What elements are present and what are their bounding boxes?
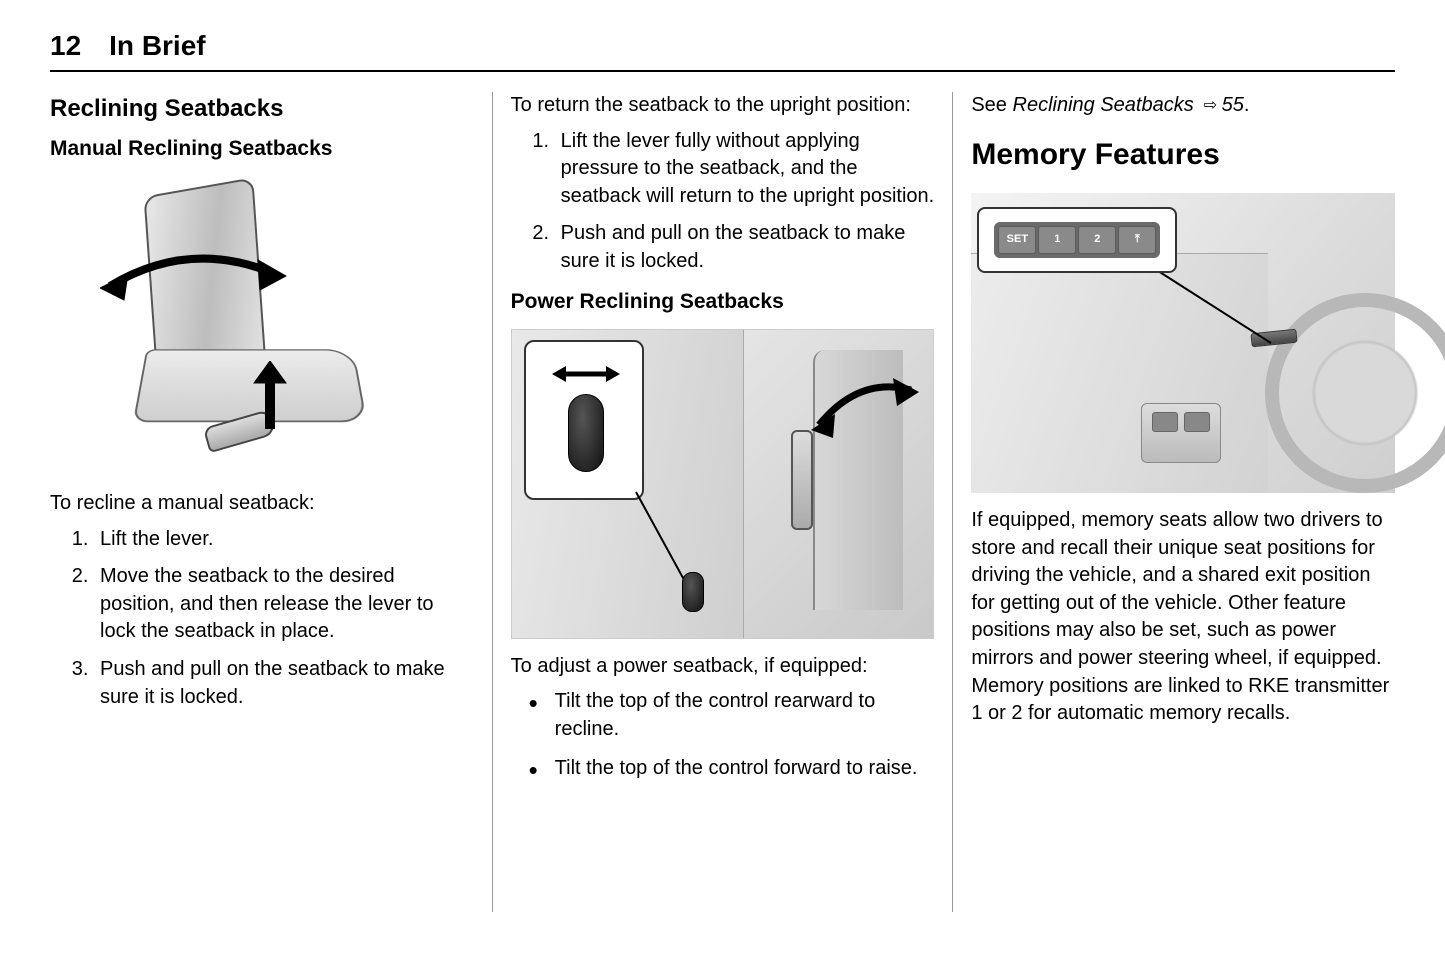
window-switches-shape — [1141, 403, 1221, 463]
memory-set-button: SET — [998, 226, 1036, 254]
heading-power-reclining: Power Reclining Seatbacks — [511, 288, 935, 317]
heading-manual-reclining: Manual Reclining Seatbacks — [50, 135, 474, 164]
memory-button-strip: SET 1 2 ⤒ — [994, 222, 1160, 258]
memory-callout-box: SET 1 2 ⤒ — [977, 207, 1177, 273]
xref-arrow-icon: ⇨ — [1199, 95, 1221, 117]
list-item: Lift the lever fully without applying pr… — [555, 128, 935, 211]
recline-switch-shape — [568, 394, 604, 472]
heading-reclining-seatbacks: Reclining Seatbacks — [50, 92, 474, 125]
figure-manual-seat — [50, 176, 474, 476]
list-item: Lift the lever. — [94, 526, 474, 554]
cross-reference: See Reclining Seatbacks ⇨ 55. — [971, 92, 1395, 120]
seatbelt-shape — [791, 430, 813, 530]
xref-title: Reclining Seatbacks — [1013, 94, 1194, 116]
upright-steps: Lift the lever fully without applying pr… — [511, 128, 935, 276]
xref-prefix: See — [971, 94, 1012, 116]
list-item: Tilt the top of the control rearward to … — [525, 688, 935, 743]
seat-illustration — [110, 186, 380, 456]
section-title: In Brief — [109, 30, 205, 62]
manual-recline-lead: To recline a manual seatback: — [50, 490, 474, 518]
page-header: 12 In Brief — [50, 30, 1395, 72]
memory-leader-line-icon — [1151, 267, 1291, 357]
list-item: Tilt the top of the control forward to r… — [525, 755, 935, 783]
column-2: To return the seatback to the upright po… — [492, 92, 954, 912]
list-item: Push and pull on the seatback to make su… — [94, 656, 474, 711]
memory-exit-button: ⤒ — [1118, 226, 1156, 254]
page-number: 12 — [50, 30, 81, 62]
column-1: Reclining Seatbacks Manual Reclining Sea… — [50, 92, 492, 912]
figure-power-seat — [511, 329, 935, 639]
memory-1-button: 1 — [1038, 226, 1076, 254]
list-item: Move the seatback to the desired positio… — [94, 563, 474, 646]
lift-arrow-icon — [250, 361, 290, 431]
manual-recline-steps: Lift the lever. Move the seatback to the… — [50, 526, 474, 712]
memory-2-button: 2 — [1078, 226, 1116, 254]
heading-memory-features: Memory Features — [971, 134, 1395, 175]
column-3: See Reclining Seatbacks ⇨ 55. Memory Fea… — [953, 92, 1395, 912]
recline-double-arrow-icon — [811, 370, 921, 440]
recline-arrow-icon — [100, 246, 290, 306]
memory-body-text: If equipped, memory seats allow two driv… — [971, 507, 1395, 728]
seat-switch-target — [682, 572, 704, 612]
figure-memory-seats: SET 1 2 ⤒ — [971, 193, 1395, 493]
switch-callout-box — [524, 340, 644, 500]
xref-page: 55 — [1222, 94, 1244, 116]
upright-lead: To return the seatback to the upright po… — [511, 92, 935, 120]
left-right-arrow-icon — [552, 364, 620, 384]
power-lead: To adjust a power seatback, if equipped: — [511, 653, 935, 681]
xref-period: . — [1244, 94, 1250, 116]
power-bullets: Tilt the top of the control rearward to … — [511, 688, 935, 783]
list-item: Push and pull on the seatback to make su… — [555, 220, 935, 275]
content-columns: Reclining Seatbacks Manual Reclining Sea… — [50, 92, 1395, 912]
